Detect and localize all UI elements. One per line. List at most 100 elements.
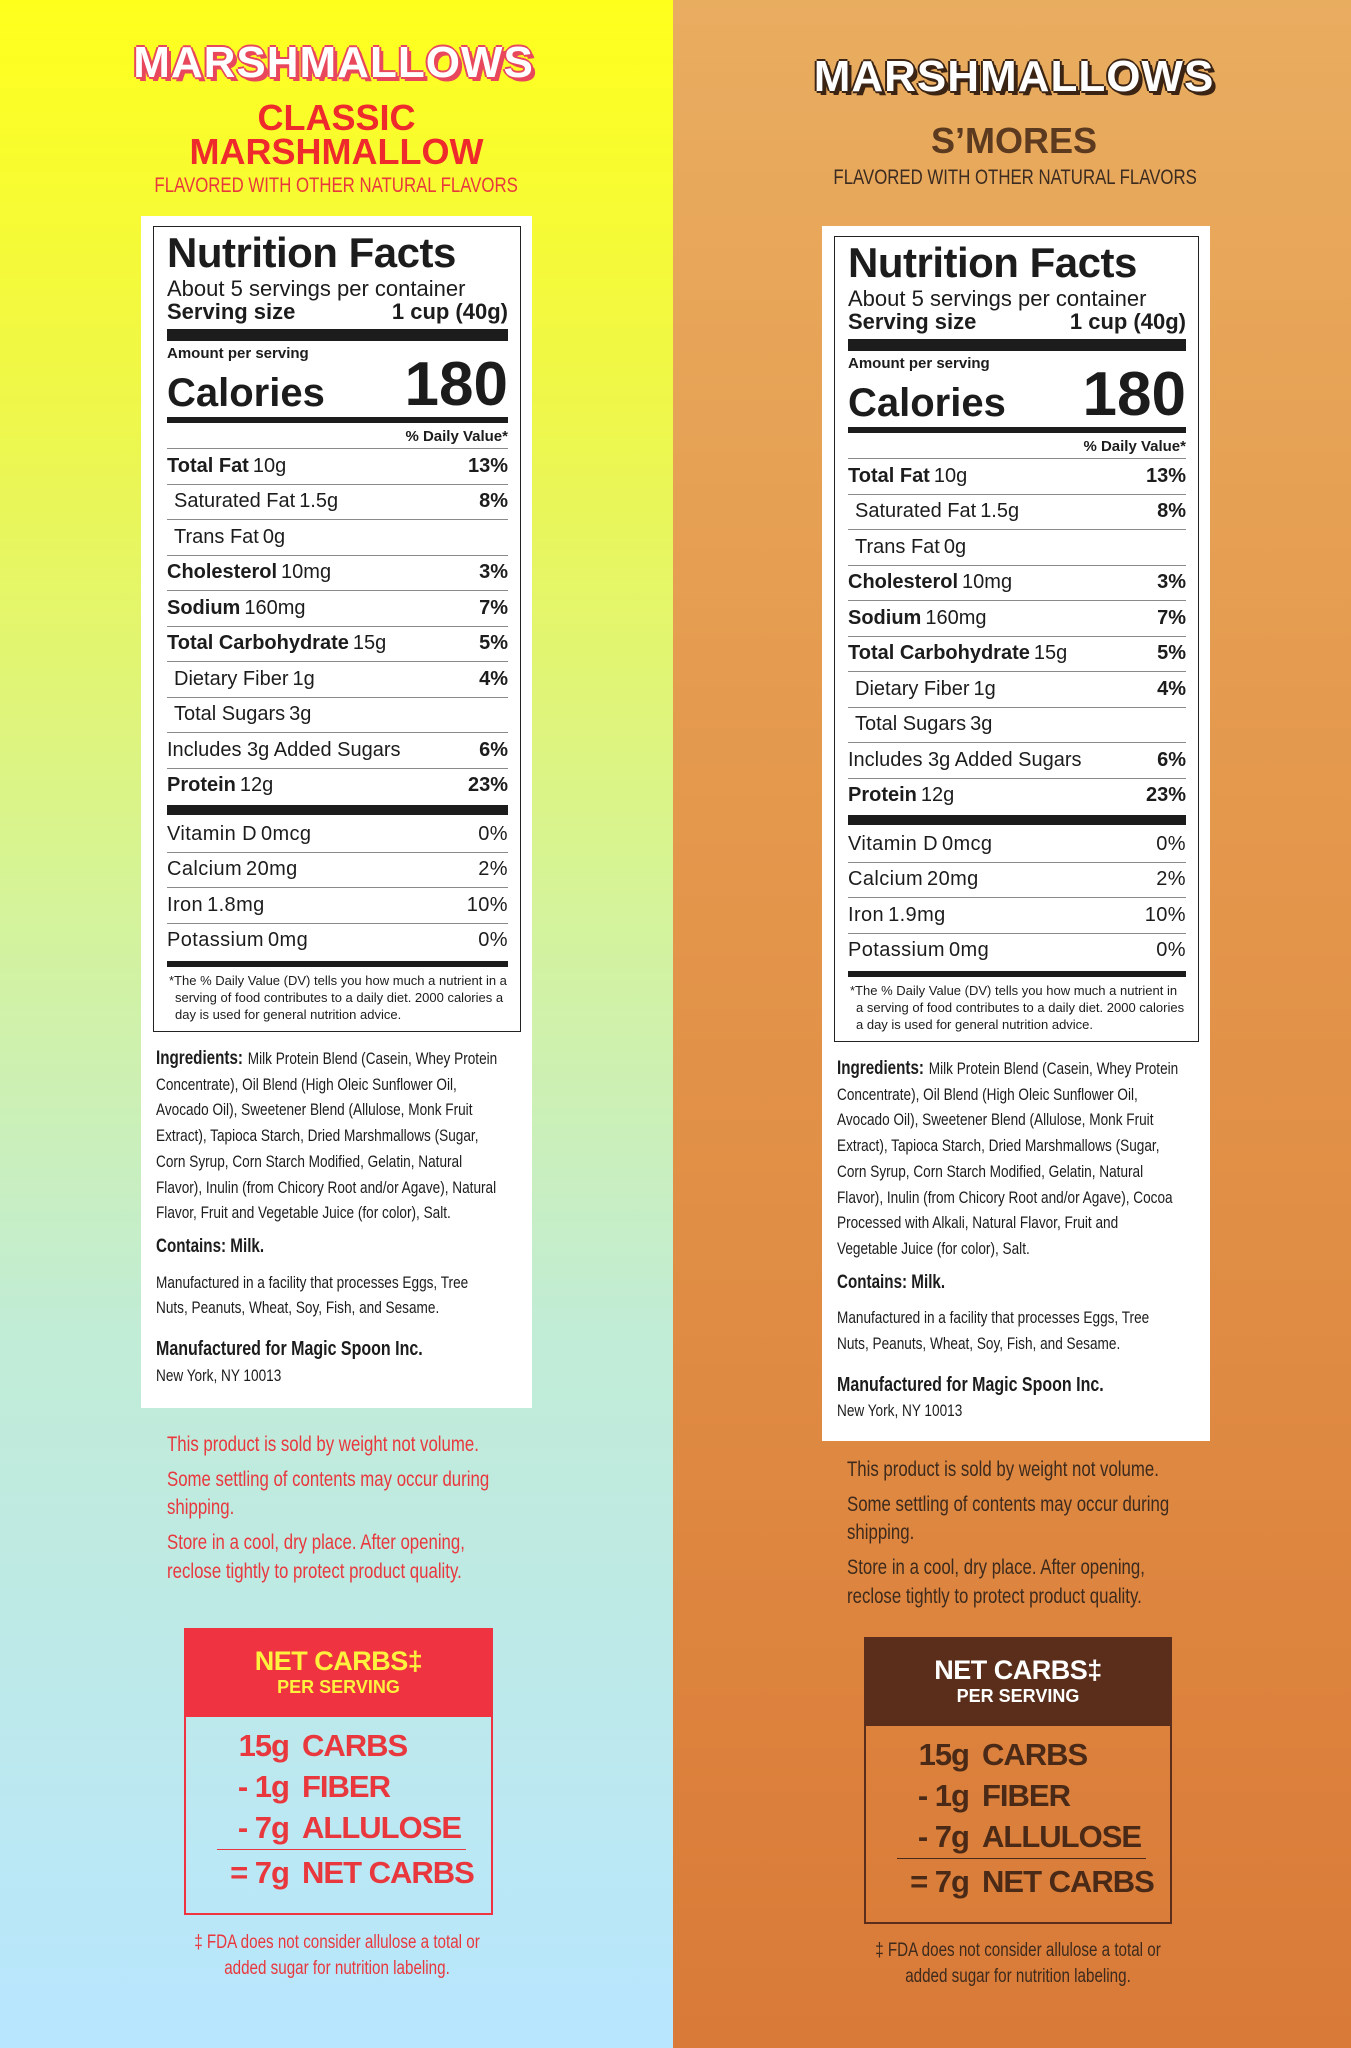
net-carbs-box: NET CARBS‡ PER SERVING 15g CARBS - 1g FIBER - … — [864, 1637, 1172, 1924]
calories-row: Calories 180 — [848, 364, 1186, 426]
nutrient-dv: 7% — [479, 596, 508, 619]
thick-rule — [848, 339, 1186, 351]
medium-rule — [848, 971, 1186, 977]
nutrient: Saturated Fat 1.5g — [855, 500, 1019, 523]
nutrient-name: Saturated Fat — [855, 500, 977, 523]
vitamin-amount: 0mcg — [260, 822, 312, 845]
ingredients-block: Ingredients: Milk Protein Blend (Casein, … — [156, 1046, 500, 1388]
label-panel: Nutrition Facts About 5 servings per cont… — [822, 226, 1210, 1441]
nutrient: Cholesterol 10mg — [167, 561, 331, 584]
nutrient-name: Total Fat — [167, 454, 249, 477]
nutrition-title: Nutrition Facts — [167, 229, 456, 276]
net-carbs-label: ALLULOSE — [982, 1818, 1142, 1854]
nutrient-amount: 15g — [1033, 642, 1068, 665]
note: Some settling of contents may occur duri… — [847, 1492, 1170, 1545]
vitamin-dv: 10% — [466, 893, 508, 916]
nutrition-facts: Nutrition Facts About 5 servings per cont… — [834, 236, 1199, 1042]
disclaimer: ‡ FDA does not consider allulose a total… — [818, 1938, 1218, 1990]
nutrient-amount: 160mg — [925, 606, 987, 629]
note: This product is sold by weight not volum… — [167, 1433, 479, 1456]
dv-header: % Daily Value* — [405, 428, 508, 445]
net-carbs-row: - 1g FIBER — [866, 1775, 1170, 1816]
net-carbs-amount: - 1g — [237, 1768, 290, 1804]
nutrient-amount: 15g — [352, 632, 387, 655]
nutrient-amount: 10g — [252, 454, 287, 477]
nutrient-row: Total Fat 10g 13% — [848, 458, 1186, 494]
nutrient-row: Cholesterol 10mg 3% — [848, 564, 1186, 601]
nutrient-name: Total Carbohydrate — [167, 632, 349, 655]
thick-rule — [167, 329, 508, 341]
net-carbs-label: CARBS — [982, 1736, 1088, 1772]
nutrient-name: Total Carbohydrate — [848, 642, 1030, 665]
nutrient-amount: 10mg — [962, 571, 1013, 594]
vitamin-row: Iron 1.8mg 10% — [167, 887, 508, 923]
nutrient: Total Carbohydrate 15g — [167, 632, 386, 655]
nutrient: Includes 3g Added Sugars — [167, 739, 401, 762]
vitamin-name: Potassium — [848, 939, 945, 962]
nutrient: Total Sugars 3g — [174, 703, 311, 726]
flavor-line: S’MORES — [930, 120, 1098, 161]
net-carbs-row: - 7g ALLULOSE — [866, 1816, 1170, 1857]
address: New York, NY 10013 — [156, 1365, 282, 1385]
vitamin-row: Iron 1.9mg 10% — [848, 897, 1186, 933]
nutrient-row: Total Carbohydrate 15g 5% — [167, 625, 508, 662]
serving-size: 1 cup (40g) — [391, 299, 508, 324]
net-carbs-row: - 1g FIBER — [186, 1766, 491, 1807]
nutrient: Sodium 160mg — [848, 607, 987, 630]
nutrient: Cholesterol 10mg — [848, 571, 1012, 594]
nutrient: Includes 3g Added Sugars — [848, 749, 1082, 772]
manufacturer: Manufactured for Magic Spoon Inc. — [156, 1338, 423, 1361]
vitamin-name: Calcium — [167, 858, 243, 881]
net-carbs-subtitle: PER SERVING — [956, 1686, 1080, 1706]
vitamin-amount: 0mcg — [941, 832, 993, 855]
vitamin-row: Vitamin D 0mcg 0% — [848, 827, 1186, 862]
nutrient-amount: 0g — [262, 525, 286, 548]
nutrient-dv: 6% — [479, 738, 508, 761]
vitamin-dv: 2% — [478, 858, 508, 881]
vitamin-name: Potassium — [167, 929, 264, 952]
nutrient-dv: 23% — [1145, 784, 1186, 807]
nutrient-name: Includes 3g Added Sugars — [848, 748, 1082, 771]
nutrient-name: Total Sugars — [174, 703, 286, 726]
nutrient-dv: 6% — [1157, 748, 1186, 771]
brand: MARSHMALLOWS — [133, 38, 534, 87]
net-carbs-total: = 7g NET CARBS — [866, 1861, 1170, 1902]
flavor: S’MORES — [675, 120, 1351, 161]
serving-size-label: Serving size — [167, 299, 296, 324]
serving-size-label: Serving size — [848, 309, 977, 334]
nutrient-amount: 1.5g — [980, 500, 1020, 523]
ingredients-label: Ingredients: — [837, 1058, 924, 1079]
nutrient-name: Sodium — [167, 596, 241, 619]
net-carbs-header: NET CARBS‡ PER SERVING — [866, 1639, 1170, 1726]
nutrient-amount: 1.5g — [299, 490, 339, 513]
nutrient: Dietary Fiber 1g — [174, 668, 315, 691]
note: Store in a cool, dry place. After openin… — [847, 1556, 1145, 1608]
vitamin-amount: 0mg — [948, 939, 990, 962]
vitamins: Vitamin D 0mcg 0% Calcium 20mg 2% Iron 1.9mg 10%… — [848, 827, 1186, 968]
disclaimer-text: ‡ FDA does not consider allulose a total… — [875, 1940, 1161, 1987]
vitamin-amount: 20mg — [246, 858, 298, 881]
calories-row: Calories 180 — [167, 354, 508, 416]
amount-label: Amount per serving — [848, 355, 990, 372]
nutrient-row: Total Carbohydrate 15g 5% — [848, 635, 1186, 672]
net-carbs-total-label: NET CARBS — [982, 1863, 1155, 1899]
nutrition-title: Nutrition Facts — [848, 239, 1137, 286]
nutrient-dv: 3% — [1157, 571, 1186, 594]
vitamin-row: Potassium 0mg 0% — [167, 922, 508, 959]
nutrient-row: Protein 12g 23% — [167, 767, 508, 804]
net-carbs-title: NET CARBS‡ — [254, 1646, 423, 1676]
nutrient-dv: 7% — [1157, 606, 1186, 629]
nutrient: Total Sugars 3g — [855, 713, 992, 736]
address: New York, NY 10013 — [837, 1401, 963, 1421]
nutrient: Trans Fat 0g — [174, 526, 285, 549]
brand: MARSHMALLOWS — [813, 52, 1215, 101]
net-carbs-amount: - 7g — [237, 1809, 290, 1845]
flavor-note-text: FLAVORED WITH OTHER NATURAL FLAVORS — [833, 166, 1197, 189]
vitamin-dv: 0% — [478, 822, 508, 845]
nutrient-dv: 13% — [1145, 464, 1186, 487]
serving-size-row: Serving size 1 cup (40g) — [167, 300, 508, 323]
servings: About 5 servings per container — [167, 276, 466, 301]
nutrient-name: Trans Fat — [174, 525, 259, 548]
nutrient-name: Total Sugars — [855, 713, 967, 736]
vitamin-dv: 2% — [1156, 868, 1186, 891]
